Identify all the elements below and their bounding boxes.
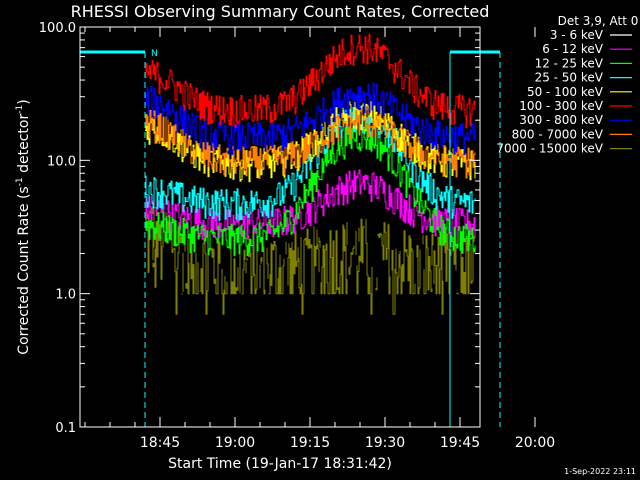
- series-layer: [145, 33, 476, 315]
- x-axis-label: Start Time (19-Jan-17 18:31:42): [168, 456, 392, 472]
- x-tick-label: 20:00: [515, 435, 555, 451]
- legend-label: 7000 - 15000 keV: [496, 142, 603, 156]
- series-line-7: [145, 82, 476, 155]
- y-axis-label-end: ): [16, 99, 32, 104]
- axes: 0.1 1.0 10.0 100.0 18:45 19:00 19:15 19:30 19:45…: [39, 21, 555, 451]
- legend-label: 50 - 100 keV: [527, 85, 604, 99]
- y-axis-label: Corrected Count Rate (s-1 detector-1): [15, 99, 32, 354]
- legend-label: 800 - 7000 keV: [512, 127, 604, 141]
- y-tick-label: 10.0: [47, 154, 76, 169]
- y-axis-label-main: Corrected Count Rate (s: [16, 186, 32, 354]
- legend-label: 6 - 12 keV: [542, 42, 604, 56]
- x-tick-label: 19:30: [365, 435, 405, 451]
- plot-frame: [79, 26, 481, 428]
- legend-label: 3 - 6 keV: [550, 28, 604, 42]
- x-tick-label: 19:45: [440, 435, 480, 451]
- y-axis-label-sup2: -1: [15, 105, 25, 114]
- series-line-2: [145, 169, 476, 240]
- legend-header: Det 3,9, Att 0: [558, 14, 639, 28]
- series-line-6: [145, 33, 476, 129]
- night-label: N: [151, 49, 158, 59]
- x-tick-label: 19:15: [290, 435, 330, 451]
- y-tick-label: 1.0: [55, 288, 76, 303]
- legend-label: 300 - 800 keV: [519, 113, 603, 127]
- x-tick-label: 19:00: [215, 435, 255, 451]
- series-line-3: [145, 124, 476, 257]
- legend-label: 12 - 25 keV: [535, 56, 604, 70]
- legend-label: 100 - 300 keV: [519, 99, 603, 113]
- timestamp: 1-Sep-2022 23:11: [564, 467, 636, 476]
- y-axis-label-sup1: -1: [15, 177, 25, 186]
- y-tick-label: 100.0: [39, 21, 76, 36]
- chart-title: RHESSI Observing Summary Count Rates, Co…: [71, 2, 490, 21]
- y-tick-label: 0.1: [55, 421, 76, 436]
- legend-label: 25 - 50 keV: [535, 71, 604, 85]
- y-axis-label-mid: detector: [16, 114, 32, 178]
- x-tick-label: 18:45: [140, 435, 180, 451]
